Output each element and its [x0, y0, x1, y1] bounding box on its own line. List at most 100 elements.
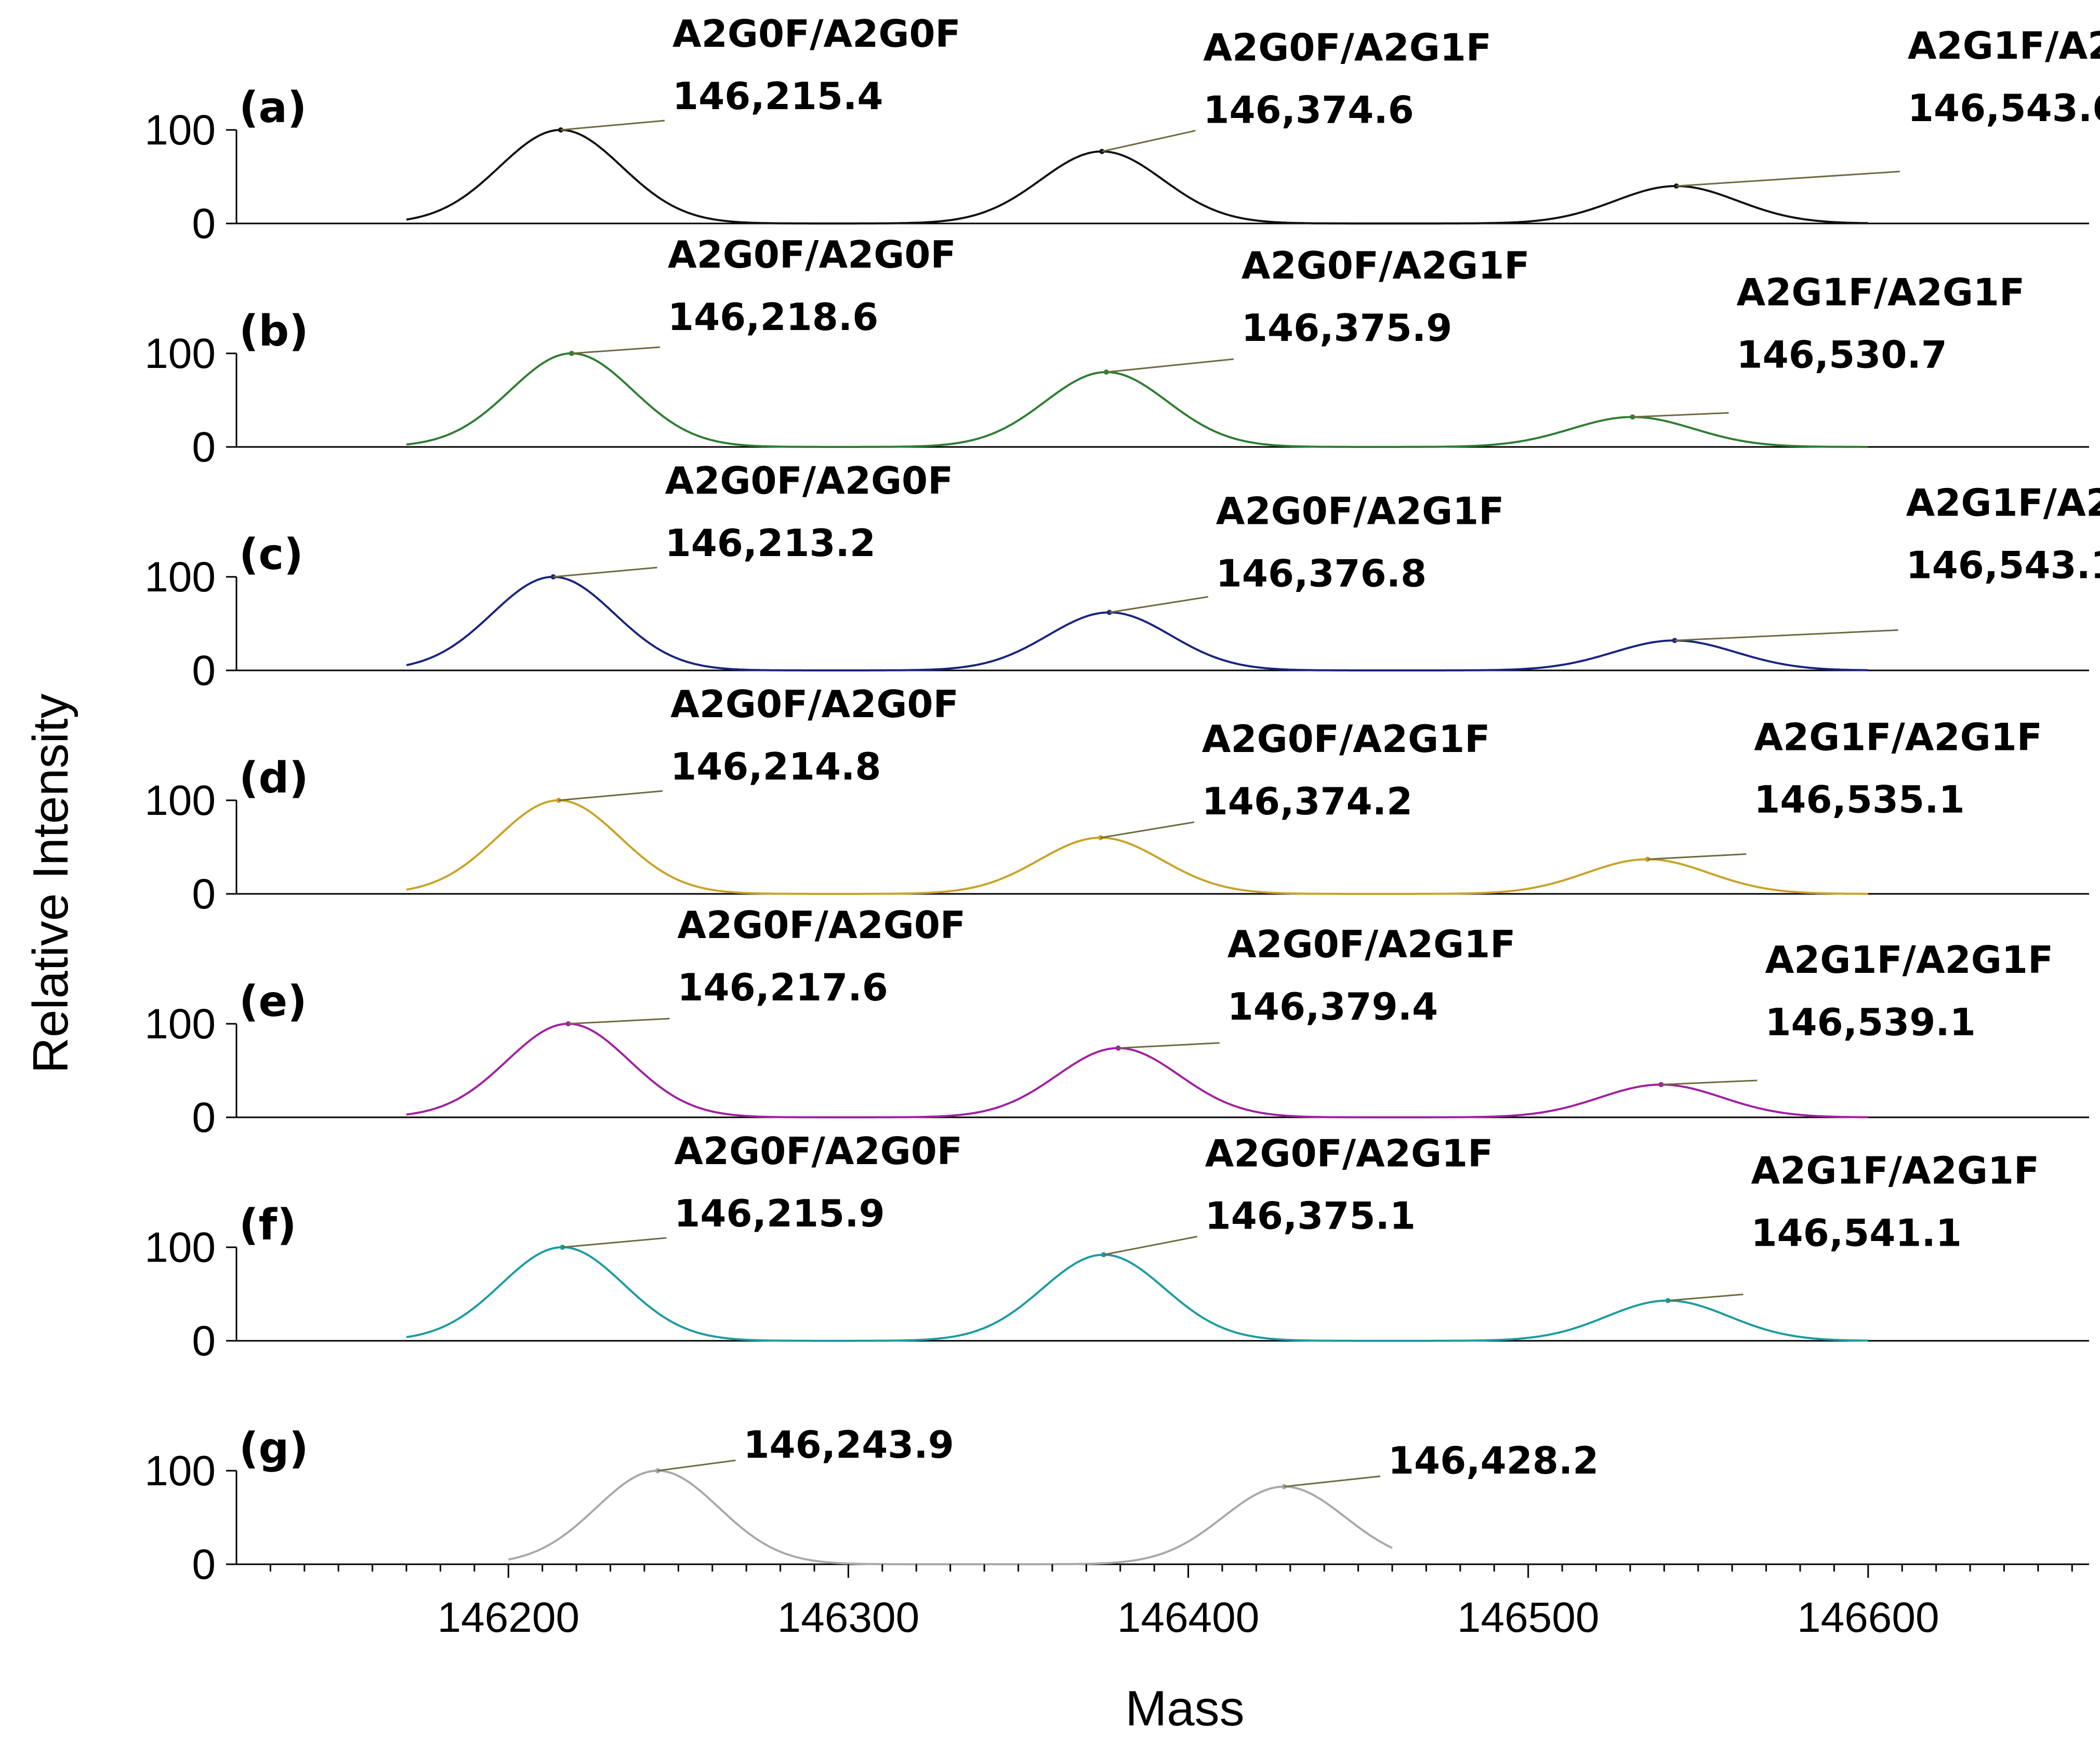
peak-leader-line [553, 566, 657, 578]
panels-layer: 0 100 (a) A2G0F/A2G0F 146,215.4 A2G0F/A2G1F 14… [144, 12, 2100, 1588]
peak-mass-label: 146,243.9 [743, 1423, 954, 1467]
spectrum-panel: 0 100 (b) A2G0F/A2G0F 146,218.6 A2G0F/A2G1F 14… [144, 233, 2089, 471]
peak-mass-label: 146,218.6 [668, 295, 878, 339]
y-tick-label: 100 [144, 107, 216, 154]
x-tick-label: 146400 [1117, 1594, 1260, 1641]
x-tick-label: 146600 [1797, 1594, 1939, 1641]
peak-glycoform-label: A2G0F/A2G1F [1227, 922, 1516, 966]
peak-leader-line [562, 1237, 667, 1248]
panel-label: (d) [239, 754, 309, 803]
peak-glycoform-label: A2G1F/A2G1F [1906, 481, 2100, 524]
peak-leader-line [1100, 821, 1195, 839]
peak-mass-label: 146,214.8 [670, 745, 881, 788]
x-axis: 146200 146300 146400 146500 146600 [269, 1564, 2073, 1641]
peak-leader-line [1103, 1235, 1197, 1256]
spectrum-line [406, 1246, 1868, 1342]
spectrum-line [508, 1470, 1393, 1565]
peak-mass-label: 146,376.8 [1216, 551, 1427, 595]
panel-label: (a) [239, 83, 307, 133]
peak-glycoform-label: A2G0F/A2G0F [668, 233, 956, 276]
panel-label: (c) [239, 530, 303, 579]
peak-leader-line [1284, 1475, 1381, 1488]
peak-glycoform-label: A2G0F/A2G1F [1216, 489, 1504, 533]
y-tick-label: 0 [192, 1317, 216, 1365]
peak-glycoform-label: A2G1F/A2G1F [1737, 270, 2025, 314]
x-tick-label: 146300 [777, 1594, 920, 1641]
peak-leader-line [1668, 1294, 1744, 1302]
peak-leader-line [1647, 853, 1747, 860]
y-tick-label: 100 [144, 1447, 216, 1495]
spectrum-line [406, 576, 1868, 671]
peak-leader-line [1102, 129, 1196, 152]
y-tick-label: 100 [144, 330, 216, 377]
peak-mass-label: 146,379.4 [1227, 985, 1438, 1028]
peak-glycoform-label: A2G0F/A2G0F [665, 459, 954, 503]
peak-leader-line [657, 1459, 736, 1472]
peak-mass-label: 146,213.2 [665, 521, 876, 565]
peak-mass-label: 146,428.2 [1388, 1439, 1599, 1483]
peak-mass-label: 146,541.1 [1751, 1211, 1962, 1255]
peak-glycoform-label: A2G0F/A2G1F [1203, 25, 1491, 69]
peak-leader-line [1632, 412, 1729, 418]
peak-mass-label: 146,217.6 [677, 966, 888, 1009]
peak-mass-label: 146,535.1 [1754, 777, 1964, 821]
spectrum-panel: 0 100 (e) A2G0F/A2G0F 146,217.6 A2G0F/A2G1F 14… [144, 903, 2089, 1141]
y-tick-label: 0 [192, 870, 216, 918]
peak-glycoform-label: A2G0F/A2G0F [677, 903, 966, 947]
panel-label: (f) [239, 1200, 297, 1250]
peak-glycoform-label: A2G1F/A2G1F [1765, 938, 2053, 982]
x-tick-label: 146500 [1457, 1594, 1600, 1641]
panel-label: (g) [239, 1424, 309, 1473]
y-tick-label: 0 [192, 424, 216, 471]
peak-leader-line [560, 120, 665, 131]
peak-glycoform-label: A2G0F/A2G1F [1205, 1131, 1494, 1175]
peak-mass-label: 146,543.6 [1908, 86, 2100, 130]
peak-glycoform-label: A2G0F/A2G0F [672, 12, 961, 56]
panel-label: (b) [239, 307, 309, 356]
peak-glycoform-label: A2G0F/A2G0F [670, 682, 959, 726]
peak-glycoform-label: A2G1F/A2G1F [1754, 715, 2042, 759]
peak-glycoform-label: A2G1F/A2G1F [1908, 24, 2100, 68]
peak-mass-label: 146,530.7 [1737, 333, 1947, 376]
spectrum-panel: 0 100 (d) A2G0F/A2G0F 146,214.8 A2G0F/A2G1F 14… [144, 682, 2089, 918]
y-tick-label: 100 [144, 553, 216, 601]
y-tick-label: 0 [192, 647, 216, 694]
peak-mass-label: 146,539.1 [1765, 1000, 1975, 1044]
peak-mass-label: 146,375.1 [1205, 1194, 1416, 1237]
x-axis-title: Mass [1125, 1681, 1244, 1736]
spectrum-panel: 0 100 (a) A2G0F/A2G0F 146,215.4 A2G0F/A2G1F 14… [144, 12, 2100, 247]
peak-mass-label: 146,374.6 [1203, 88, 1414, 131]
peak-mass-label: 146,375.9 [1241, 306, 1452, 350]
panel-label: (e) [239, 977, 307, 1026]
peak-mass-label: 146,543.1 [1906, 543, 2100, 587]
x-tick-label: 146200 [437, 1594, 579, 1641]
peak-leader-line [568, 1018, 670, 1025]
peak-leader-line [1109, 596, 1209, 613]
peak-leader-line [1106, 358, 1234, 373]
peak-leader-line [571, 346, 661, 354]
y-tick-label: 0 [192, 200, 216, 247]
peak-mass-label: 146,374.2 [1202, 780, 1412, 823]
spectrum-line [406, 352, 1868, 448]
peak-glycoform-label: A2G0F/A2G1F [1202, 717, 1490, 761]
spectrum-line [406, 1023, 1868, 1118]
y-tick-label: 100 [144, 1224, 216, 1271]
peak-glycoform-label: A2G0F/A2G1F [1241, 244, 1530, 287]
peak-leader-line [1661, 1079, 1758, 1086]
spectrum-panel: 0 100 (g) 146,243.9 146,428.2 [144, 1423, 2089, 1588]
peak-glycoform-label: A2G0F/A2G0F [674, 1129, 962, 1173]
peak-mass-label: 146,215.4 [672, 74, 883, 118]
y-axis-title: Relative Intensity [23, 693, 78, 1073]
spectrum-panel: 0 100 (f) A2G0F/A2G0F 146,215.9 A2G0F/A2G1F 14… [144, 1129, 2089, 1365]
spectrum-line [406, 799, 1868, 895]
y-tick-label: 0 [192, 1094, 216, 1141]
peak-leader-line [1674, 629, 1898, 641]
spectrum-line [406, 129, 1868, 225]
spectrum-panel: 0 100 (c) A2G0F/A2G0F 146,213.2 A2G0F/A2G1F 14… [144, 459, 2100, 694]
y-tick-label: 100 [144, 1000, 216, 1048]
peak-leader-line [1676, 170, 1900, 187]
peak-mass-label: 146,215.9 [674, 1192, 884, 1235]
peak-glycoform-label: A2G1F/A2G1F [1751, 1149, 2040, 1193]
y-tick-label: 0 [192, 1541, 216, 1588]
